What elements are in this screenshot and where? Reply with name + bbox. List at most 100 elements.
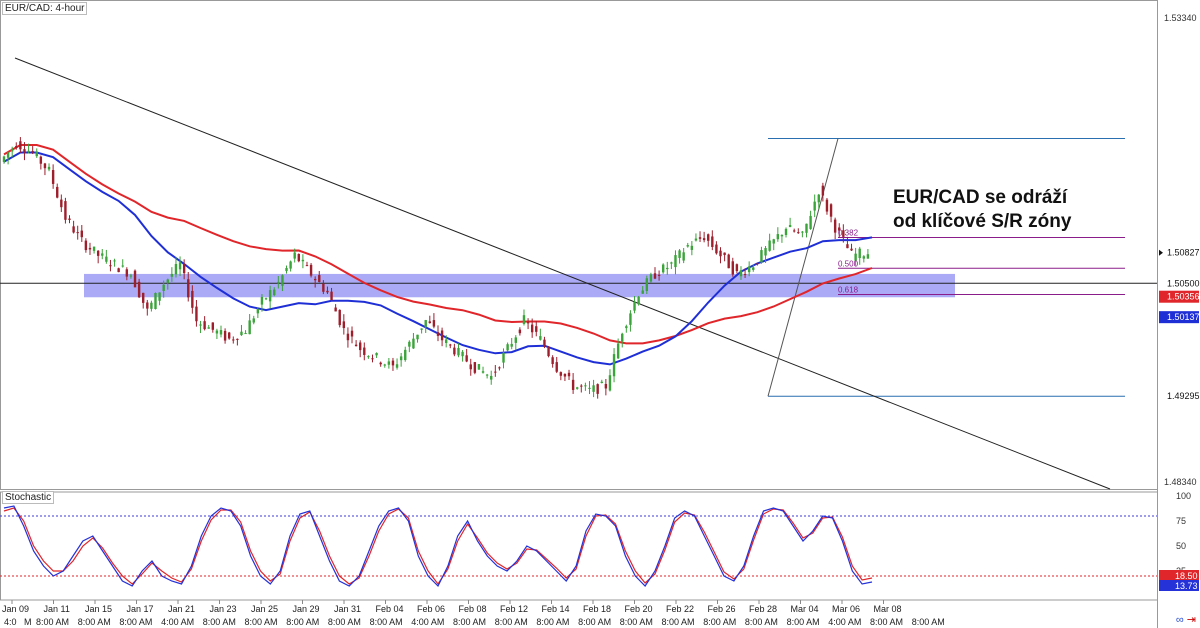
candle-body (252, 318, 255, 323)
candle-body (150, 302, 153, 309)
candle-body (223, 330, 227, 341)
candle-body (142, 292, 145, 303)
candle-body (60, 199, 63, 208)
candle-body (330, 291, 333, 301)
candle-body (162, 284, 165, 291)
candle-body (387, 361, 391, 365)
candle-body (367, 356, 370, 358)
candle-body (604, 383, 608, 389)
candle-body (793, 230, 796, 232)
x-date-label: Feb 22 (666, 604, 694, 614)
candle-body (739, 270, 743, 277)
candle-body (260, 296, 264, 305)
candle-body (547, 347, 550, 357)
candle-body (215, 330, 219, 334)
candle-body (424, 320, 427, 328)
candle-body (101, 253, 104, 256)
candle-body (408, 341, 411, 347)
x-time-label: 8:00 AM (745, 617, 778, 627)
candle-body (768, 240, 771, 251)
candle-body (723, 252, 726, 256)
candle-body (621, 333, 624, 342)
candle-body (510, 343, 513, 347)
candle-body (404, 349, 407, 361)
candle-body (375, 353, 378, 356)
candle-body (809, 215, 812, 229)
candle-body (580, 385, 583, 387)
candle-body (514, 337, 517, 343)
x-time-label: 4:00 AM (411, 617, 444, 627)
candle-body (15, 146, 18, 148)
price-label: 1.50356 (1167, 292, 1200, 302)
candle-body (776, 234, 780, 240)
candle-body (391, 360, 395, 366)
price-label-box (1159, 277, 1199, 290)
candle-body (273, 289, 276, 296)
symbol-title[interactable]: EUR/CAD: 4-hour (2, 2, 88, 15)
stoch-pane-frame (0, 491, 1158, 601)
x-time-label: 4:0 (4, 617, 17, 627)
price-label-box (1159, 311, 1199, 324)
candle-body (72, 226, 75, 233)
candle-body (76, 232, 79, 234)
stochastic-title[interactable]: Stochastic (2, 491, 55, 504)
candle-body (526, 322, 530, 324)
candle-body (670, 262, 673, 264)
x-date-label: Jan 25 (251, 604, 278, 614)
fib-label: 0.500 (838, 259, 859, 268)
candle-body (490, 375, 493, 380)
x-date-label: Jan 09 (2, 604, 29, 614)
annotation-line-1: EUR/CAD se odráží (893, 187, 1068, 208)
x-date-label: Feb 12 (500, 604, 528, 614)
candle-body (211, 322, 215, 330)
candle-body (502, 352, 505, 363)
price-label-box (1159, 246, 1199, 259)
candle-body (113, 260, 116, 262)
candle-body (56, 186, 59, 198)
candle-body (707, 234, 710, 241)
stochastic-layer (0, 505, 1157, 588)
stoch-d-line (3, 507, 873, 586)
candle-body (191, 290, 194, 308)
candle-body (47, 166, 51, 170)
candle-body (846, 244, 849, 249)
candle-body (535, 326, 538, 332)
sr-zone (84, 273, 955, 298)
x-date-label: Feb 26 (708, 604, 736, 614)
candle-body (719, 250, 722, 257)
candle-body (772, 239, 775, 244)
price-label-box (1159, 389, 1199, 402)
stoch-tick: 75 (1176, 516, 1186, 526)
candle-body (821, 185, 825, 196)
candle-body (23, 149, 26, 153)
candle-body (96, 250, 100, 256)
candle-body (682, 252, 685, 261)
candle-body (567, 372, 571, 377)
candle-body (187, 279, 190, 298)
candle-body (530, 324, 534, 333)
candle-body (711, 236, 714, 247)
candle-body (301, 259, 305, 262)
x-date-label: Jan 23 (210, 604, 237, 614)
x-time-label: 8:00 AM (703, 617, 736, 627)
candle-body (649, 274, 653, 282)
trendline (14, 57, 1111, 490)
candle-body (731, 261, 734, 275)
price-label: 1.50827 (1167, 248, 1200, 258)
arrow-right-icon[interactable]: ⇥ (1186, 614, 1196, 626)
candle-body (825, 199, 829, 212)
x-time-label: 8:00 AM (912, 617, 945, 627)
candle-body (784, 228, 788, 235)
sync-icon[interactable]: ∞ (1175, 614, 1184, 626)
candle-body (469, 364, 472, 370)
corner-icons[interactable]: ∞ ⇥ (1176, 613, 1196, 626)
x-date-label: Jan 17 (127, 604, 154, 614)
x-time-label: 8:00 AM (536, 617, 569, 627)
stoch-k-label-box (1159, 580, 1199, 591)
candle-body (117, 268, 120, 273)
candle-body (715, 244, 718, 254)
candle-body (661, 264, 665, 273)
candle-body (702, 238, 706, 241)
candle-body (338, 309, 341, 326)
